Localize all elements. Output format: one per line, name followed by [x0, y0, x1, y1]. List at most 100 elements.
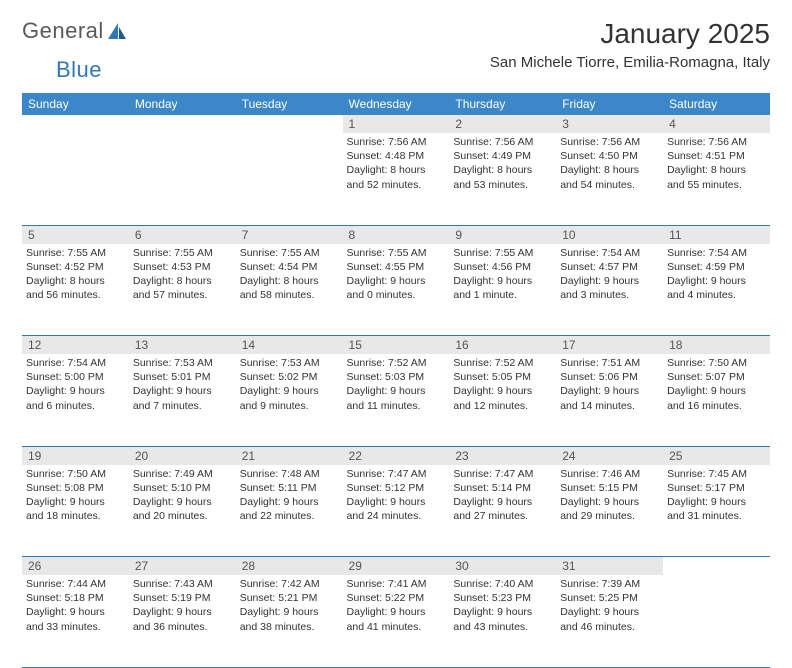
day-number-cell: 20 — [129, 446, 236, 465]
day-content-cell: Sunrise: 7:49 AMSunset: 5:10 PMDaylight:… — [129, 465, 236, 557]
day-details: Sunrise: 7:55 AMSunset: 4:55 PMDaylight:… — [347, 244, 446, 303]
day-number-cell: 30 — [449, 557, 556, 576]
day-details: Sunrise: 7:55 AMSunset: 4:54 PMDaylight:… — [240, 244, 339, 303]
day-content-cell: Sunrise: 7:42 AMSunset: 5:21 PMDaylight:… — [236, 575, 343, 667]
day-number-cell: 28 — [236, 557, 343, 576]
day-content-cell: Sunrise: 7:56 AMSunset: 4:49 PMDaylight:… — [449, 133, 556, 225]
day-content-cell: Sunrise: 7:56 AMSunset: 4:48 PMDaylight:… — [343, 133, 450, 225]
location: San Michele Tiorre, Emilia-Romagna, Ital… — [490, 54, 770, 71]
day-details: Sunrise: 7:45 AMSunset: 5:17 PMDaylight:… — [667, 465, 766, 524]
logo-sail-icon — [106, 21, 128, 41]
day-number-cell: 7 — [236, 225, 343, 244]
day-content-cell: Sunrise: 7:55 AMSunset: 4:52 PMDaylight:… — [22, 244, 129, 336]
weekday-header-row: SundayMondayTuesdayWednesdayThursdayFrid… — [22, 93, 770, 115]
day-number-row: 262728293031 — [22, 557, 770, 576]
day-number-cell: 26 — [22, 557, 129, 576]
day-content-cell: Sunrise: 7:43 AMSunset: 5:19 PMDaylight:… — [129, 575, 236, 667]
day-number-cell: 19 — [22, 446, 129, 465]
day-content-cell: Sunrise: 7:55 AMSunset: 4:56 PMDaylight:… — [449, 244, 556, 336]
day-content-cell: Sunrise: 7:50 AMSunset: 5:08 PMDaylight:… — [22, 465, 129, 557]
day-content-cell: Sunrise: 7:45 AMSunset: 5:17 PMDaylight:… — [663, 465, 770, 557]
day-details: Sunrise: 7:44 AMSunset: 5:18 PMDaylight:… — [26, 575, 125, 634]
day-details: Sunrise: 7:47 AMSunset: 5:14 PMDaylight:… — [453, 465, 552, 524]
day-number-cell: 22 — [343, 446, 450, 465]
day-number-cell: 15 — [343, 336, 450, 355]
day-number-cell: 23 — [449, 446, 556, 465]
day-details: Sunrise: 7:52 AMSunset: 5:03 PMDaylight:… — [347, 354, 446, 413]
day-content-row: Sunrise: 7:55 AMSunset: 4:52 PMDaylight:… — [22, 244, 770, 336]
day-details: Sunrise: 7:53 AMSunset: 5:02 PMDaylight:… — [240, 354, 339, 413]
day-number-cell: 2 — [449, 115, 556, 133]
day-number-cell: 14 — [236, 336, 343, 355]
day-content-cell: Sunrise: 7:46 AMSunset: 5:15 PMDaylight:… — [556, 465, 663, 557]
day-content-cell: Sunrise: 7:41 AMSunset: 5:22 PMDaylight:… — [343, 575, 450, 667]
day-details: Sunrise: 7:56 AMSunset: 4:50 PMDaylight:… — [560, 133, 659, 192]
day-content-cell — [22, 133, 129, 225]
day-details: Sunrise: 7:40 AMSunset: 5:23 PMDaylight:… — [453, 575, 552, 634]
day-number-cell: 6 — [129, 225, 236, 244]
day-number-cell: 5 — [22, 225, 129, 244]
day-number-cell — [236, 115, 343, 133]
day-content-cell: Sunrise: 7:47 AMSunset: 5:12 PMDaylight:… — [343, 465, 450, 557]
day-number-cell: 9 — [449, 225, 556, 244]
day-number-cell: 10 — [556, 225, 663, 244]
day-number-cell: 21 — [236, 446, 343, 465]
day-content-cell: Sunrise: 7:51 AMSunset: 5:06 PMDaylight:… — [556, 354, 663, 446]
weekday-header: Wednesday — [343, 93, 450, 115]
day-content-cell: Sunrise: 7:56 AMSunset: 4:51 PMDaylight:… — [663, 133, 770, 225]
day-content-row: Sunrise: 7:56 AMSunset: 4:48 PMDaylight:… — [22, 133, 770, 225]
weekday-header: Monday — [129, 93, 236, 115]
day-number-cell: 4 — [663, 115, 770, 133]
day-number-row: 567891011 — [22, 225, 770, 244]
day-number-cell: 8 — [343, 225, 450, 244]
day-number-cell: 11 — [663, 225, 770, 244]
day-content-cell: Sunrise: 7:55 AMSunset: 4:53 PMDaylight:… — [129, 244, 236, 336]
day-content-cell: Sunrise: 7:56 AMSunset: 4:50 PMDaylight:… — [556, 133, 663, 225]
day-number-cell: 27 — [129, 557, 236, 576]
day-number-cell: 24 — [556, 446, 663, 465]
day-number-cell: 25 — [663, 446, 770, 465]
day-details: Sunrise: 7:48 AMSunset: 5:11 PMDaylight:… — [240, 465, 339, 524]
day-content-cell: Sunrise: 7:54 AMSunset: 4:59 PMDaylight:… — [663, 244, 770, 336]
day-details: Sunrise: 7:56 AMSunset: 4:48 PMDaylight:… — [347, 133, 446, 192]
day-content-row: Sunrise: 7:54 AMSunset: 5:00 PMDaylight:… — [22, 354, 770, 446]
day-details: Sunrise: 7:55 AMSunset: 4:53 PMDaylight:… — [133, 244, 232, 303]
day-details: Sunrise: 7:54 AMSunset: 4:59 PMDaylight:… — [667, 244, 766, 303]
day-details: Sunrise: 7:43 AMSunset: 5:19 PMDaylight:… — [133, 575, 232, 634]
weekday-header: Saturday — [663, 93, 770, 115]
logo-text-general: General — [22, 18, 104, 44]
day-content-cell: Sunrise: 7:53 AMSunset: 5:02 PMDaylight:… — [236, 354, 343, 446]
title-block: January 2025 San Michele Tiorre, Emilia-… — [490, 18, 770, 77]
day-number-cell: 1 — [343, 115, 450, 133]
day-content-cell — [129, 133, 236, 225]
day-details: Sunrise: 7:51 AMSunset: 5:06 PMDaylight:… — [560, 354, 659, 413]
calendar-table: SundayMondayTuesdayWednesdayThursdayFrid… — [22, 93, 770, 668]
day-number-row: 1234 — [22, 115, 770, 133]
day-details: Sunrise: 7:56 AMSunset: 4:49 PMDaylight:… — [453, 133, 552, 192]
day-content-cell: Sunrise: 7:40 AMSunset: 5:23 PMDaylight:… — [449, 575, 556, 667]
day-content-cell: Sunrise: 7:50 AMSunset: 5:07 PMDaylight:… — [663, 354, 770, 446]
weekday-header: Sunday — [22, 93, 129, 115]
day-content-row: Sunrise: 7:50 AMSunset: 5:08 PMDaylight:… — [22, 465, 770, 557]
day-content-cell — [236, 133, 343, 225]
day-number-cell — [663, 557, 770, 576]
day-number-cell: 18 — [663, 336, 770, 355]
day-details: Sunrise: 7:54 AMSunset: 5:00 PMDaylight:… — [26, 354, 125, 413]
day-number-cell — [129, 115, 236, 133]
day-content-cell: Sunrise: 7:47 AMSunset: 5:14 PMDaylight:… — [449, 465, 556, 557]
day-content-cell: Sunrise: 7:55 AMSunset: 4:54 PMDaylight:… — [236, 244, 343, 336]
day-content-cell: Sunrise: 7:55 AMSunset: 4:55 PMDaylight:… — [343, 244, 450, 336]
day-number-cell: 29 — [343, 557, 450, 576]
day-content-row: Sunrise: 7:44 AMSunset: 5:18 PMDaylight:… — [22, 575, 770, 667]
day-details: Sunrise: 7:46 AMSunset: 5:15 PMDaylight:… — [560, 465, 659, 524]
day-content-cell: Sunrise: 7:53 AMSunset: 5:01 PMDaylight:… — [129, 354, 236, 446]
day-content-cell: Sunrise: 7:54 AMSunset: 4:57 PMDaylight:… — [556, 244, 663, 336]
day-details: Sunrise: 7:55 AMSunset: 4:52 PMDaylight:… — [26, 244, 125, 303]
day-number-row: 19202122232425 — [22, 446, 770, 465]
month-title: January 2025 — [490, 18, 770, 50]
weekday-header: Thursday — [449, 93, 556, 115]
day-number-cell: 3 — [556, 115, 663, 133]
day-details: Sunrise: 7:53 AMSunset: 5:01 PMDaylight:… — [133, 354, 232, 413]
day-details: Sunrise: 7:52 AMSunset: 5:05 PMDaylight:… — [453, 354, 552, 413]
day-number-cell: 13 — [129, 336, 236, 355]
